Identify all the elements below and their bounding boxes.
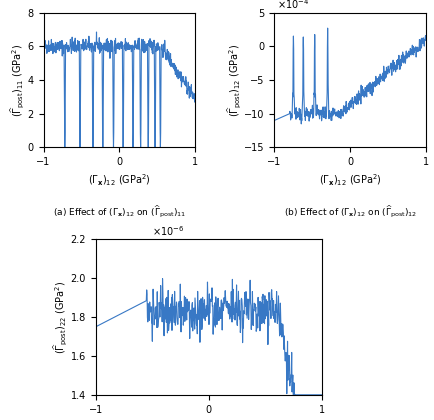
Y-axis label: $(\widehat{\Gamma}_{\mathrm{post}})_{12}$ (GPa$^2$): $(\widehat{\Gamma}_{\mathrm{post}})_{12}… [225, 43, 242, 117]
Text: $\times10^{-4}$: $\times10^{-4}$ [277, 0, 309, 11]
Y-axis label: $(\widehat{\Gamma}_{\mathrm{post}})_{11}$ (GPa$^2$): $(\widehat{\Gamma}_{\mathrm{post}})_{11}… [9, 43, 26, 117]
X-axis label: $(\Gamma_{\mathbf{x}})_{12}$ (GPa$^2$): $(\Gamma_{\mathbf{x}})_{12}$ (GPa$^2$) [318, 173, 381, 188]
Text: (a) Effect of $(\Gamma_{\mathbf{x}})_{12}$ on $(\widehat{\Gamma}_{\mathrm{post}}: (a) Effect of $(\Gamma_{\mathbf{x}})_{12… [53, 204, 186, 220]
X-axis label: $(\Gamma_{\mathbf{x}})_{12}$ (GPa$^2$): $(\Gamma_{\mathbf{x}})_{12}$ (GPa$^2$) [88, 173, 151, 188]
Text: (b) Effect of $(\Gamma_{\mathbf{x}})_{12}$ on $(\widehat{\Gamma}_{\mathrm{post}}: (b) Effect of $(\Gamma_{\mathbf{x}})_{12… [283, 204, 416, 220]
Text: $\times10^{-6}$: $\times10^{-6}$ [152, 224, 184, 238]
Y-axis label: $(\widehat{\Gamma}_{\mathrm{post}})_{22}$ (GPa$^2$): $(\widehat{\Gamma}_{\mathrm{post}})_{22}… [51, 281, 69, 354]
